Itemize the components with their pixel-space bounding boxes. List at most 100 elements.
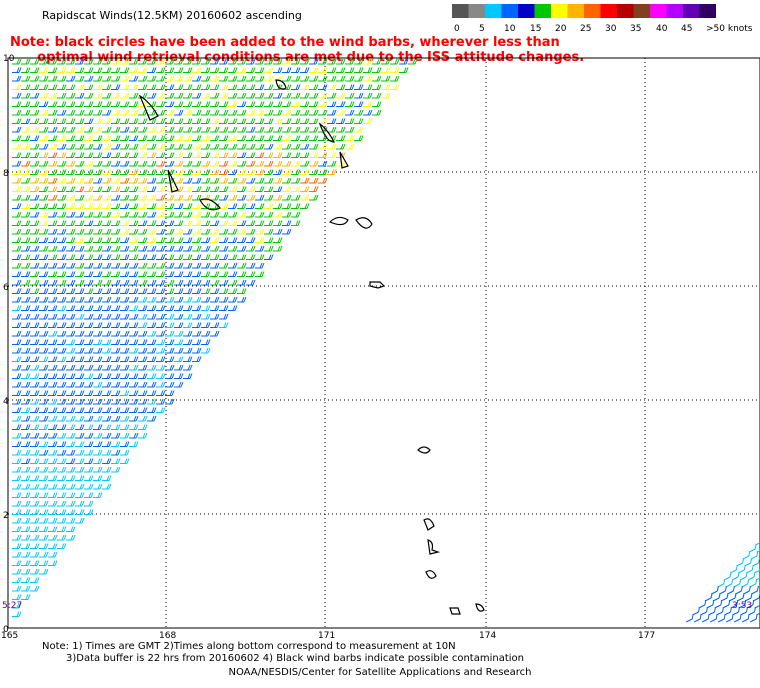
wind-barb [147,364,157,371]
wind-barb [12,101,22,107]
wind-barb [219,126,229,133]
wind-barb [93,424,103,430]
wind-barb [48,475,58,481]
wind-barb [102,160,112,167]
wind-barb [147,415,157,422]
wind-barb [75,398,85,405]
wind-barb [93,475,103,481]
wind-barb [345,118,355,124]
wind-barb [84,84,94,90]
wind-barb [255,262,265,269]
wind-barb [309,152,319,158]
wind-barb [309,177,319,184]
wind-barb [39,466,49,473]
wind-barb [219,313,229,320]
wind-barb [30,475,40,481]
wind-barb [345,58,355,65]
wind-barb [381,67,391,73]
wind-barb [291,126,301,133]
wind-barb [183,356,193,362]
wind-barb [75,118,85,124]
wind-barb [12,441,22,447]
wind-barb [138,126,148,133]
wind-barb [102,364,112,371]
wind-barb [12,517,22,524]
wind-barb [246,143,256,150]
wind-barb [102,475,112,481]
wind-barb [354,109,364,116]
wind-barb [75,169,85,175]
wind-barb [363,58,373,65]
wind-barb [84,373,94,379]
wind-barb [183,169,193,175]
wind-barb [138,67,148,73]
wind-barb [39,492,49,498]
wind-barb [48,75,58,82]
wind-barb [156,58,166,65]
wind-barb [21,594,31,600]
wind-barb [300,143,310,150]
wind-barb [138,143,148,150]
wind-barb [300,75,310,82]
wind-barb [102,347,112,354]
wind-barb [30,288,40,294]
wind-barb [228,84,238,90]
wind-barb [138,262,148,269]
wind-barb [138,84,148,90]
wind-barb [336,126,346,133]
wind-barb [57,67,67,73]
wind-barb [66,441,76,447]
wind-barb [48,271,58,277]
wind-barb [264,169,274,175]
wind-barb [156,118,166,124]
wind-barb [300,101,310,107]
wind-barb [30,186,40,192]
wind-barb [39,118,49,124]
wind-barb [201,296,211,303]
wind-barb [30,101,40,107]
wind-barb [156,203,166,209]
wind-barb [30,194,40,201]
wind-barb [309,135,319,141]
wind-barb [201,288,211,294]
wind-barb [327,84,337,90]
wind-barb [48,220,58,226]
wind-barb [714,599,723,609]
wind-barb [21,254,31,260]
wind-barb [39,126,49,133]
wind-barb [75,492,85,498]
wind-barb [228,186,238,192]
wind-barb [255,118,265,124]
wind-barb [120,58,130,65]
wind-barb [156,288,166,294]
wind-barb [165,373,175,379]
wind-barb [102,279,112,286]
wind-barb [183,339,193,345]
wind-barb [48,109,58,116]
wind-barb [66,492,76,498]
wind-barb [30,169,40,175]
wind-barb [183,92,193,99]
wind-barb [111,305,121,311]
legend-swatch [633,4,650,18]
wind-barb [57,92,67,99]
wind-barb [66,322,76,328]
wind-barb [336,160,346,167]
wind-barb [120,254,130,260]
wind-barb [21,407,31,413]
wind-barb [21,381,31,388]
wind-barb [147,126,157,133]
wind-barb [66,67,76,73]
wind-barb [120,109,130,116]
wind-barb [228,67,238,73]
wind-barb [228,296,238,303]
wind-barb [75,330,85,337]
wind-barb [255,135,265,141]
wind-barb [120,143,130,150]
wind-barb [48,177,58,184]
wind-barb [138,75,148,82]
wind-barb [39,526,49,532]
wind-barb [120,118,130,124]
wind-barb [219,305,229,311]
wind-barb [12,254,22,260]
